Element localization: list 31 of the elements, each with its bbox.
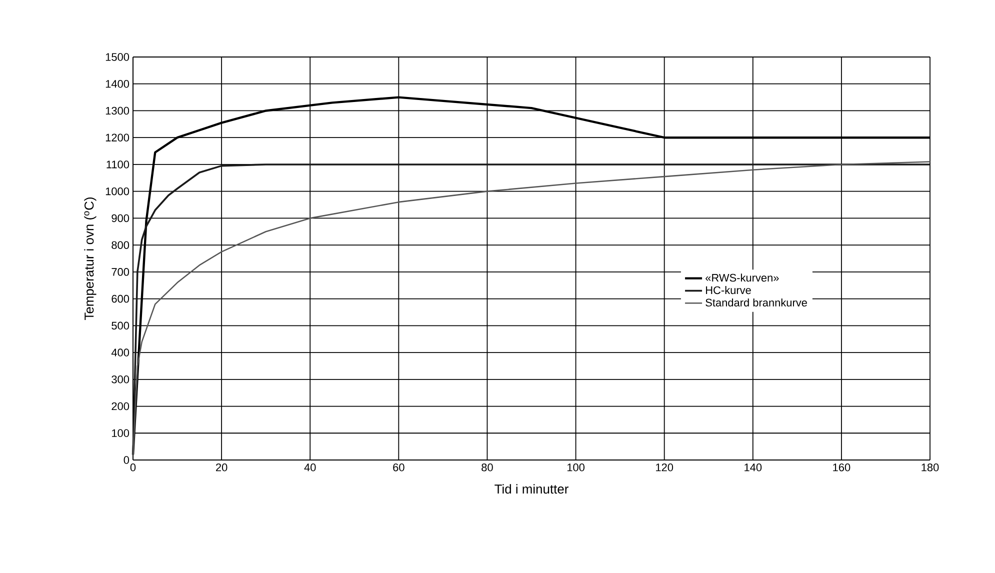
y-tick-label: 600 bbox=[112, 294, 130, 303]
x-tick-label: 40 bbox=[304, 464, 316, 472]
x-tick-label: 80 bbox=[482, 464, 493, 472]
legend-label: HC-kurve bbox=[706, 286, 751, 294]
legend-label: Standard brannkurve bbox=[706, 298, 807, 306]
x-tick-label: 180 bbox=[922, 464, 939, 472]
x-tick-label: 20 bbox=[216, 464, 228, 472]
y-tick-label: 400 bbox=[111, 348, 130, 356]
y-axis-title: Temperatur i ovn ($^{o}$C) bbox=[84, 198, 96, 320]
x-tick-label: 160 bbox=[833, 464, 850, 472]
y-tick-label: 0 bbox=[124, 456, 130, 464]
y-tick-label: 200 bbox=[112, 402, 130, 410]
x-tick-label: 100 bbox=[567, 464, 584, 472]
x-tick-label: 0 bbox=[130, 464, 136, 472]
y-tick-label: 1000 bbox=[106, 187, 130, 196]
y-tick-label: 1500 bbox=[106, 53, 130, 61]
y-tick-label: 100 bbox=[112, 429, 130, 438]
x-tick-label: 140 bbox=[744, 464, 762, 472]
x-tick-label: 60 bbox=[393, 464, 404, 472]
y-tick-label: 1200 bbox=[106, 134, 130, 142]
x-tick-label: 120 bbox=[656, 464, 674, 472]
y-tick-label: 700 bbox=[112, 268, 130, 276]
y-tick-label: 1400 bbox=[106, 80, 130, 88]
y-tick-label: 500 bbox=[112, 322, 130, 330]
y-tick-label: 1100 bbox=[106, 160, 130, 168]
y-tick-label: 900 bbox=[112, 214, 130, 222]
legend-label: «RWS-kurven» bbox=[706, 274, 779, 282]
y-tick-label: 300 bbox=[112, 376, 130, 384]
x-axis-title: Tid i minutter bbox=[494, 484, 568, 494]
y-tick-label: 1300 bbox=[106, 106, 130, 115]
y-tick-label: 800 bbox=[112, 241, 130, 249]
